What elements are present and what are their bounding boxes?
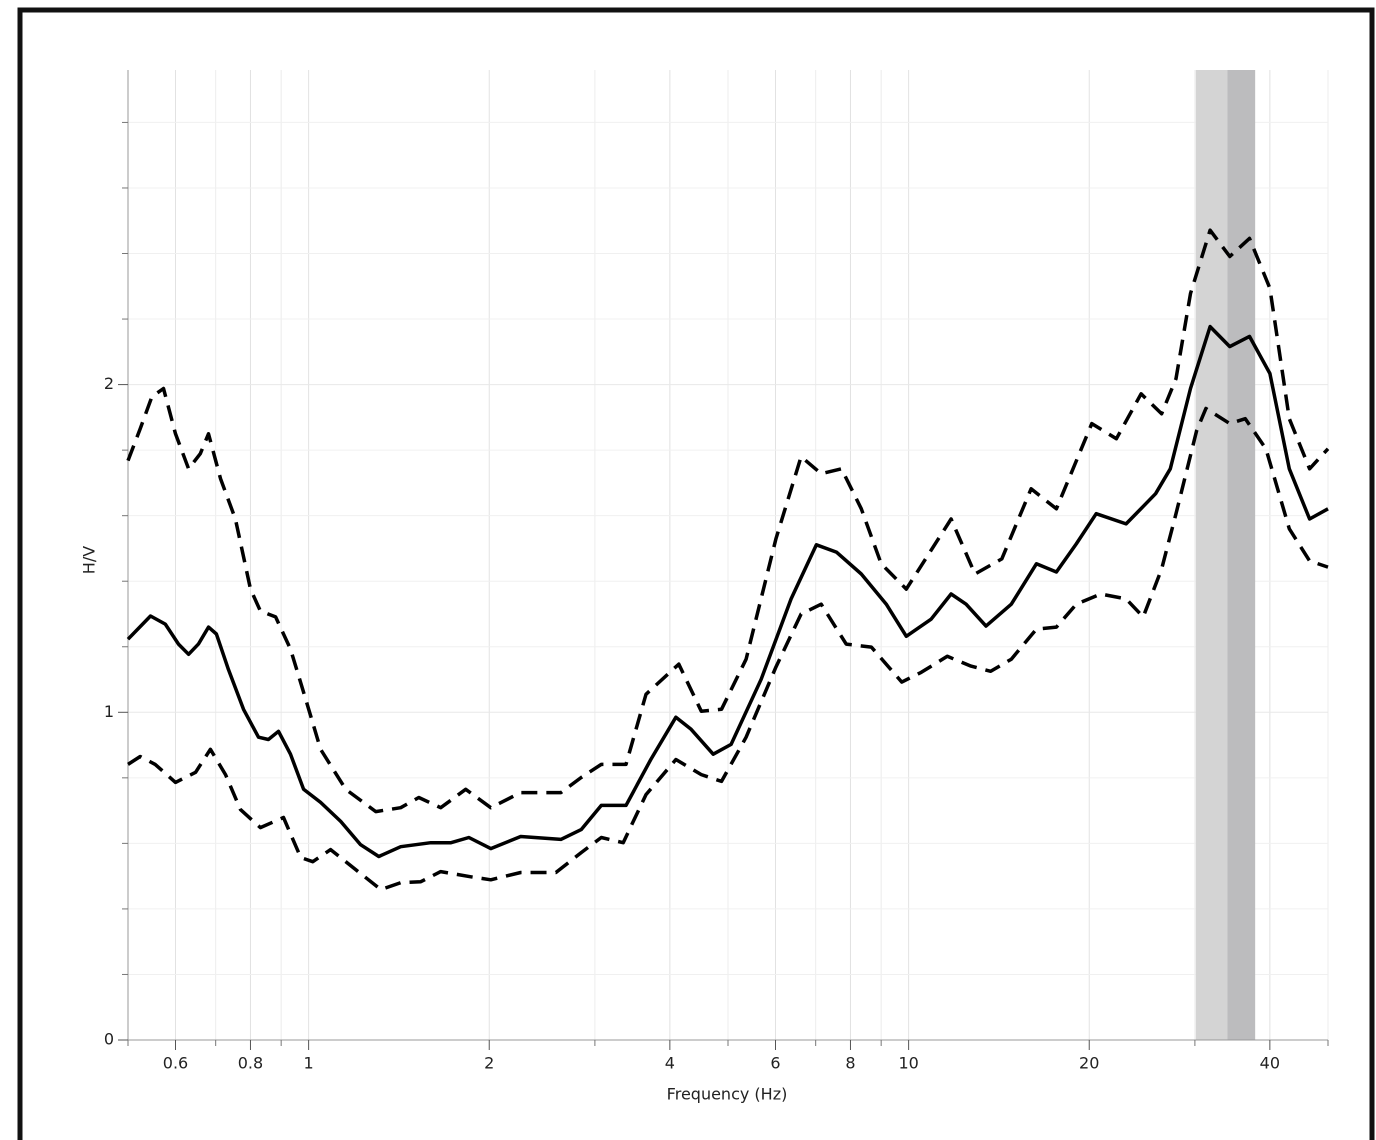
y-tick-label: 1 xyxy=(104,702,114,721)
x-tick-label: 0.8 xyxy=(238,1054,263,1073)
hv-std-curve xyxy=(126,228,1330,814)
y-tick-label: 0 xyxy=(104,1030,114,1049)
peak-band xyxy=(1227,70,1256,1040)
x-tick-label: 4 xyxy=(665,1054,675,1073)
frame xyxy=(17,7,1375,1140)
hv-std-curve xyxy=(127,406,1329,892)
y-tick-label: 2 xyxy=(104,374,114,393)
x-tick-label: 8 xyxy=(845,1054,855,1073)
x-tick-label: 2 xyxy=(484,1054,494,1073)
hv-curve xyxy=(126,324,1329,859)
y-axis-label: H/V xyxy=(80,546,99,574)
x-axis-label: Frequency (Hz) xyxy=(667,1085,788,1104)
x-tick-label: 40 xyxy=(1260,1054,1280,1073)
x-tick-label: 6 xyxy=(770,1054,780,1073)
x-tick-label: 20 xyxy=(1079,1054,1099,1073)
x-tick-label: 0.6 xyxy=(163,1054,188,1073)
x-tick-label: 10 xyxy=(898,1054,918,1073)
x-tick-label: 1 xyxy=(304,1054,314,1073)
